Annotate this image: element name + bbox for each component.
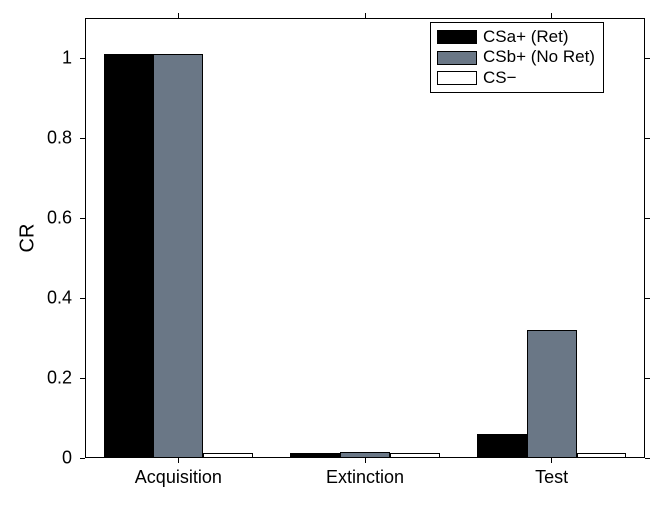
ytick-label: 0.2 (0, 368, 72, 389)
xtick (178, 458, 179, 463)
ytick (80, 138, 85, 139)
legend-label: CSa+ (Ret) (483, 27, 569, 47)
ytick-label: 0.8 (0, 128, 72, 149)
xtick (178, 13, 179, 18)
xtick (551, 458, 552, 463)
xtick-label: Extinction (326, 467, 404, 488)
ytick-label: 0.4 (0, 288, 72, 309)
xtick (365, 13, 366, 18)
xtick-label: Acquisition (135, 467, 222, 488)
legend-swatch (437, 71, 477, 85)
ytick (80, 58, 85, 59)
legend-swatch (437, 51, 477, 65)
ytick (80, 298, 85, 299)
bar (577, 453, 627, 458)
ytick (80, 378, 85, 379)
bar (290, 453, 340, 458)
xtick (551, 13, 552, 18)
ytick (645, 218, 650, 219)
bar (390, 453, 440, 458)
legend-label: CSb+ (No Ret) (483, 47, 595, 67)
ytick (80, 458, 85, 459)
bar (153, 54, 203, 458)
bar (203, 453, 253, 458)
ytick (645, 378, 650, 379)
ytick (645, 298, 650, 299)
ytick (80, 218, 85, 219)
ytick (645, 138, 650, 139)
ytick (645, 458, 650, 459)
bar (477, 434, 527, 458)
legend-label: CS− (483, 68, 517, 88)
ytick-label: 1 (0, 48, 72, 69)
legend-item: CSa+ (Ret) (437, 27, 595, 47)
legend-item: CSb+ (No Ret) (437, 47, 595, 67)
legend: CSa+ (Ret)CSb+ (No Ret)CS− (430, 22, 604, 93)
bar (527, 330, 577, 458)
chart-container: CR CSa+ (Ret)CSb+ (No Ret)CS− 00.20.40.6… (0, 0, 671, 508)
ytick-label: 0.6 (0, 208, 72, 229)
bar (104, 54, 154, 458)
xtick (365, 458, 366, 463)
ytick-label: 0 (0, 448, 72, 469)
ytick (645, 58, 650, 59)
xtick-label: Test (535, 467, 568, 488)
legend-swatch (437, 30, 477, 44)
legend-item: CS− (437, 68, 595, 88)
bar (340, 452, 390, 458)
